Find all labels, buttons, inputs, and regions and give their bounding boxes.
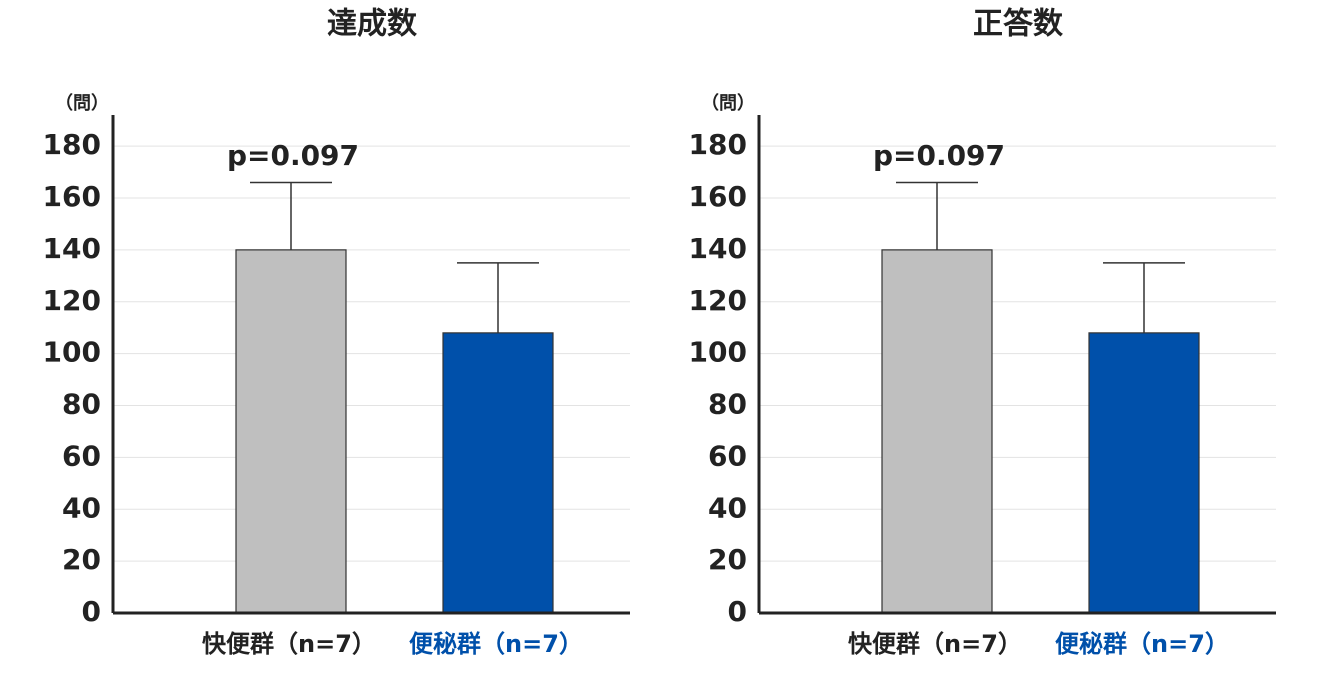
- bar: [881, 249, 993, 614]
- y-tick-label: 100: [689, 336, 747, 369]
- y-tick-label: 0: [82, 595, 101, 628]
- y-tick-label: 180: [43, 128, 101, 161]
- bar: [1088, 332, 1200, 614]
- y-tick-label: 40: [62, 491, 101, 524]
- bar: [442, 332, 554, 614]
- y-tick-label: 60: [62, 439, 101, 472]
- y-unit-label: （問）: [55, 93, 109, 114]
- bar: [235, 249, 347, 614]
- y-tick-label: 40: [708, 491, 747, 524]
- x-tick-label: 便秘群（n=7）: [1055, 630, 1229, 658]
- y-tick-label: 80: [62, 388, 101, 421]
- y-tick-label: 80: [708, 388, 747, 421]
- x-tick-label: 快便群（n=7）: [848, 630, 1022, 658]
- y-tick-label: 160: [43, 180, 101, 213]
- y-unit-label: （問）: [701, 93, 755, 114]
- y-tick-label: 180: [689, 128, 747, 161]
- y-tick-label: 100: [43, 336, 101, 369]
- y-tick-label: 60: [708, 439, 747, 472]
- x-tick-label: 快便群（n=7）: [202, 630, 376, 658]
- annotation: p=0.097: [227, 139, 359, 172]
- y-tick-label: 0: [728, 595, 747, 628]
- y-tick-label: 160: [689, 180, 747, 213]
- y-tick-label: 120: [689, 284, 747, 317]
- chart-title: 達成数: [327, 7, 418, 42]
- y-tick-label: 120: [43, 284, 101, 317]
- annotation: p=0.097: [873, 139, 1005, 172]
- y-tick-label: 20: [708, 543, 747, 576]
- y-tick-label: 140: [43, 232, 101, 265]
- y-tick-label: 20: [62, 543, 101, 576]
- chart-title: 正答数: [973, 7, 1064, 42]
- y-tick-label: 140: [689, 232, 747, 265]
- x-tick-label: 便秘群（n=7）: [409, 630, 583, 658]
